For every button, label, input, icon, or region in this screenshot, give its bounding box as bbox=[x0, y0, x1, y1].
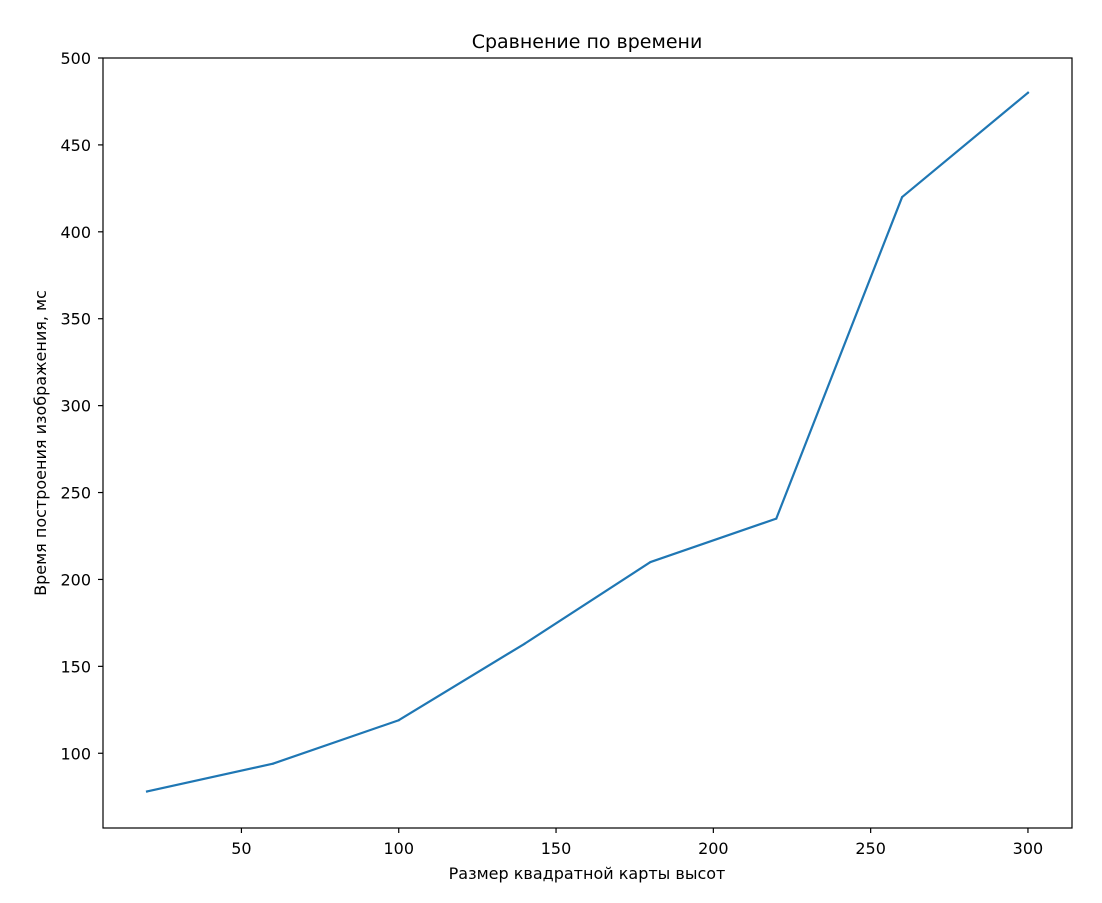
data-point bbox=[523, 642, 526, 645]
data-point bbox=[649, 560, 652, 564]
data-point bbox=[1026, 91, 1030, 94]
y-tick-label: 400 bbox=[60, 223, 91, 242]
y-axis-label: Время построения изображения, мс bbox=[31, 290, 50, 596]
x-axis-label: Размер квадратной карты высот bbox=[449, 864, 726, 883]
y-tick-label: 250 bbox=[60, 484, 91, 503]
chart-title: Сравнение по времени bbox=[472, 31, 703, 53]
x-tick-label: 200 bbox=[698, 839, 729, 858]
y-tick-label: 150 bbox=[60, 657, 91, 676]
series-layer bbox=[145, 91, 1030, 793]
y-tick-label: 450 bbox=[60, 136, 91, 155]
x-tick-label: 250 bbox=[855, 839, 886, 858]
y-tick-label: 200 bbox=[60, 570, 91, 589]
x-tick-label: 300 bbox=[1013, 839, 1044, 858]
x-tick-label: 100 bbox=[383, 839, 414, 858]
x-tick-label: 150 bbox=[541, 839, 572, 858]
series-line bbox=[145, 91, 1030, 793]
data-point bbox=[775, 517, 778, 520]
y-tick-label: 500 bbox=[60, 49, 91, 68]
data-point bbox=[901, 195, 904, 199]
y-axis: 100 150 200 250 300 350 400 450 500 bbox=[60, 49, 103, 763]
y-tick-label: 300 bbox=[60, 397, 91, 416]
x-tick-label: 50 bbox=[231, 839, 251, 858]
plot-frame bbox=[102, 57, 1073, 829]
y-tick-label: 350 bbox=[60, 310, 91, 329]
data-point bbox=[271, 762, 274, 765]
y-tick-label: 100 bbox=[60, 744, 91, 763]
plot-area: 50 100 150 200 250 300 100 150 200 250 300 350 400 4… bbox=[60, 49, 1073, 858]
x-axis: 50 100 150 200 250 300 bbox=[231, 828, 1043, 858]
data-point bbox=[397, 719, 400, 722]
data-point bbox=[145, 790, 149, 793]
